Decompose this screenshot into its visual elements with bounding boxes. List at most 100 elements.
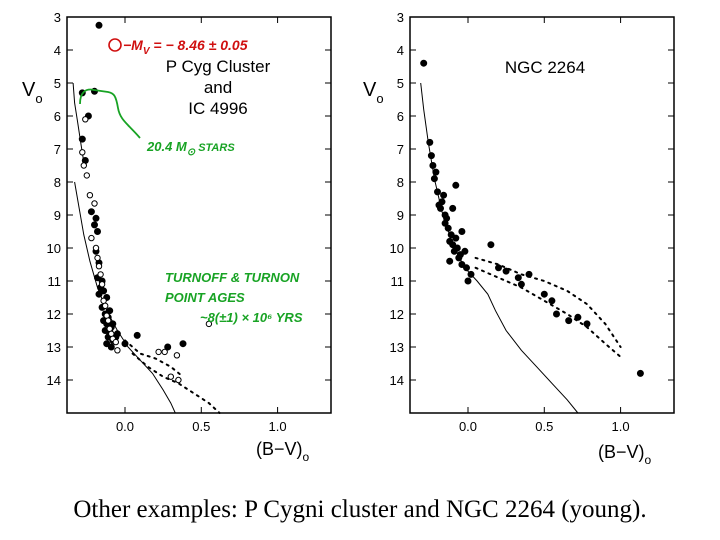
data-point-open xyxy=(175,376,182,384)
data-point-open xyxy=(92,244,100,252)
data-point-filled xyxy=(446,257,454,265)
mass-annotation: 20.4 M⊙ STARS xyxy=(146,139,235,158)
data-point-filled xyxy=(449,241,457,249)
y-tick-label: 7 xyxy=(397,142,404,157)
data-point-filled xyxy=(427,152,435,160)
data-point-filled xyxy=(565,317,573,325)
data-point-filled xyxy=(467,270,475,278)
data-point-filled xyxy=(95,21,103,29)
slide-caption: Other examples: P Cygni cluster and NGC … xyxy=(73,496,647,523)
data-point-filled xyxy=(107,343,115,351)
data-point-open xyxy=(102,302,109,309)
right-y-axis-label: Vo xyxy=(363,79,384,106)
data-point-filled xyxy=(109,320,117,328)
data-point-filled xyxy=(87,208,95,216)
x-tick-label: 0.0 xyxy=(116,419,134,434)
y-tick-label: 12 xyxy=(390,307,404,322)
y-tick-label: 5 xyxy=(54,76,61,91)
data-point-filled xyxy=(458,261,466,268)
data-point-open xyxy=(79,149,86,156)
lower-dotted-curve xyxy=(474,266,622,358)
data-point-open xyxy=(95,263,103,270)
upper-dotted-curve xyxy=(124,339,184,378)
data-point-open xyxy=(91,200,98,207)
data-point-filled xyxy=(487,241,495,249)
data-point-filled xyxy=(78,135,86,143)
data-point-filled xyxy=(429,162,437,169)
data-point-filled xyxy=(92,214,100,222)
data-point-open xyxy=(98,281,106,288)
left-y-ticks: 3 4 5 6 7 8 9 10 11 12 13 14 xyxy=(47,10,331,388)
data-point-filled xyxy=(502,267,510,275)
mass-bracket xyxy=(79,88,141,139)
data-point-filled xyxy=(426,138,434,146)
left-title-line3: IC 4996 xyxy=(188,99,248,118)
y-tick-label: 4 xyxy=(397,43,404,58)
data-point-open xyxy=(80,162,88,169)
data-point-open xyxy=(167,373,175,380)
data-point-filled xyxy=(121,340,129,348)
data-point-open xyxy=(205,320,213,328)
data-point-filled xyxy=(94,228,101,235)
data-point-filled xyxy=(437,204,444,212)
data-point-filled xyxy=(495,264,502,272)
x-tick-label: 0.5 xyxy=(535,419,553,434)
data-point-filled xyxy=(91,221,98,229)
y-tick-label: 7 xyxy=(54,142,61,157)
data-point-open xyxy=(105,317,112,324)
ngc-2264-panel: 3 4 5 6 7 8 9 10 11 12 13 14 0.0 0.5 1.0 Vo (B−V)o NG… xyxy=(363,10,675,467)
data-point-filled xyxy=(447,231,455,239)
right-curves xyxy=(420,82,622,414)
data-point-filled xyxy=(458,228,466,235)
y-tick-label: 3 xyxy=(54,10,61,25)
data-point-filled xyxy=(179,340,187,348)
y-tick-label: 4 xyxy=(54,43,61,58)
data-point-open xyxy=(114,347,121,354)
data-point-filled xyxy=(452,234,460,242)
data-point-filled xyxy=(449,204,457,212)
y-tick-label: 10 xyxy=(47,241,61,256)
data-point-filled xyxy=(420,59,428,67)
right-y-ticks: 3 4 5 6 7 8 9 10 11 12 13 14 xyxy=(390,10,674,388)
y-tick-label: 5 xyxy=(397,76,404,91)
y-tick-label: 9 xyxy=(54,208,61,223)
data-point-open xyxy=(86,192,94,199)
data-point-open xyxy=(97,271,104,278)
y-tick-label: 8 xyxy=(54,175,61,190)
data-point-filled xyxy=(438,198,446,206)
upper-dotted-curve xyxy=(474,256,622,348)
left-title-line1: P Cyg Cluster xyxy=(166,57,271,76)
data-point-filled xyxy=(463,264,470,272)
turnoff-annotation-line1: TURNOFF & TURNON xyxy=(165,270,300,285)
data-point-filled xyxy=(540,290,548,298)
data-point-filled xyxy=(434,188,441,196)
data-point-open xyxy=(94,254,101,262)
y-tick-label: 13 xyxy=(47,340,61,355)
y-tick-label: 10 xyxy=(390,241,404,256)
data-point-filled xyxy=(133,331,141,339)
data-point-open xyxy=(161,348,168,356)
data-point-filled xyxy=(113,330,121,338)
data-point-open xyxy=(83,172,91,179)
left-points xyxy=(78,21,213,384)
data-point-filled xyxy=(452,181,460,189)
x-tick-label: 0.0 xyxy=(459,419,477,434)
y-tick-label: 12 xyxy=(47,307,61,322)
lower-dotted-curve xyxy=(131,352,221,414)
data-point-filled xyxy=(440,191,448,199)
data-point-open xyxy=(88,234,95,242)
data-point-open xyxy=(112,338,120,346)
data-point-filled xyxy=(441,219,449,227)
left-title-line2: and xyxy=(204,78,232,97)
y-tick-label: 6 xyxy=(397,109,404,124)
isochrone-curve xyxy=(420,82,579,414)
y-tick-label: 3 xyxy=(397,10,404,25)
y-tick-label: 11 xyxy=(391,274,405,289)
right-points xyxy=(420,59,644,377)
data-point-filled xyxy=(95,290,103,298)
isochrone-curve xyxy=(74,181,176,414)
left-x-ticks: 0.0 0.5 1.0 xyxy=(116,17,287,434)
right-x-ticks: 0.0 0.5 1.0 xyxy=(459,17,630,434)
left-y-axis-label: Vo xyxy=(22,79,43,106)
data-point-filled xyxy=(453,244,461,252)
